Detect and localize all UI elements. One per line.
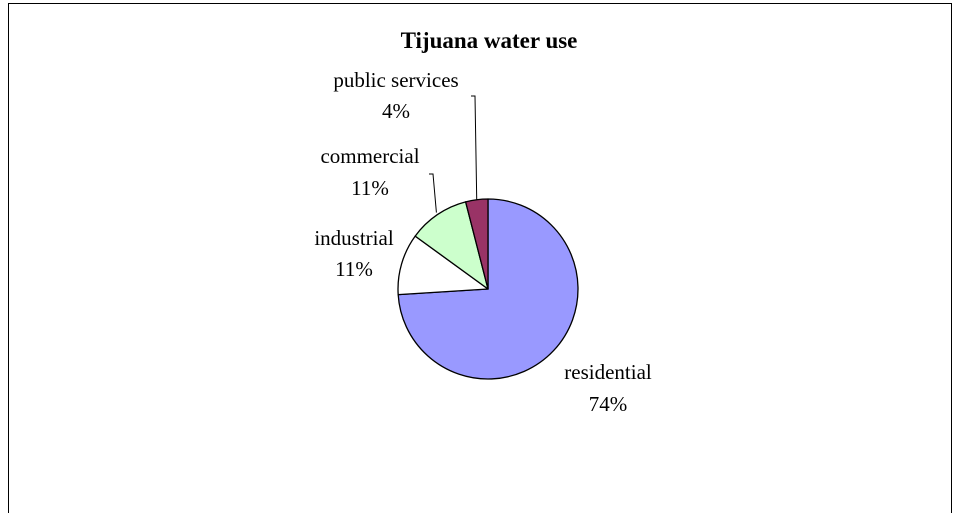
slice-label-commercial-percent: 11% (351, 176, 389, 200)
slice-label-public-services-percent: 4% (382, 99, 410, 123)
leader-line-commercial (429, 173, 437, 213)
leader-lines (429, 95, 478, 213)
chart-area (8, 3, 952, 513)
chart-title: Tijuana water use (401, 28, 578, 53)
pie-slice-public-services (464, 198, 489, 290)
pie-slices (397, 198, 579, 380)
slice-label-commercial-name: commercial (320, 144, 419, 168)
leader-line-public-services (471, 95, 478, 200)
slice-label-public-services-name: public services (333, 68, 458, 92)
slice-label-residential-percent: 74% (589, 392, 628, 416)
slice-label-industrial-percent: 11% (335, 257, 373, 281)
slice-label-residential-name: residential (564, 360, 652, 384)
slice-label-industrial-name: industrial (314, 226, 393, 250)
